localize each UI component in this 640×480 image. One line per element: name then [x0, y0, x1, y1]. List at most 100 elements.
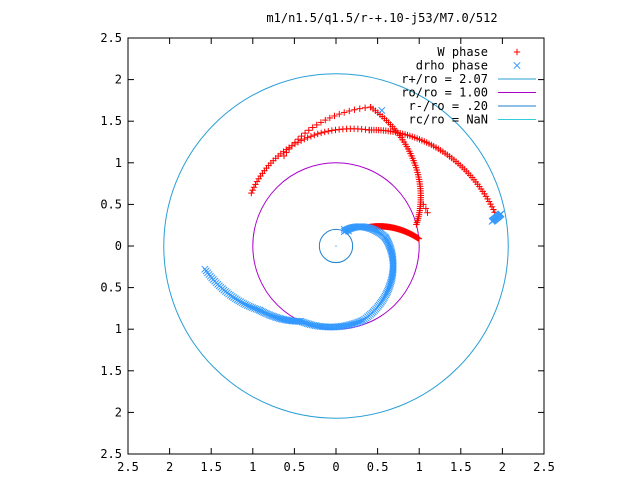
plus-marker	[322, 116, 329, 124]
series-w-phase	[248, 103, 498, 242]
y-tick-label: 2	[115, 73, 122, 87]
x-tick-label: 1	[249, 460, 256, 474]
plus-marker	[253, 178, 261, 185]
y-tick-label: 1.5	[100, 114, 122, 128]
x-marker	[201, 265, 209, 273]
x-marker	[386, 244, 394, 252]
plus-marker	[413, 221, 420, 228]
plus-marker	[301, 135, 308, 143]
plus-marker	[285, 145, 293, 153]
circle-r-	[318, 228, 354, 264]
x-tick-label: 2	[499, 460, 506, 474]
plus-marker	[490, 206, 497, 213]
x-marker	[340, 225, 348, 233]
circle-r+	[163, 73, 509, 419]
x-marker	[387, 245, 395, 253]
plus-marker	[317, 129, 325, 137]
plus-marker	[488, 203, 496, 211]
y-tick-label: 0.5	[100, 197, 122, 211]
plus-marker	[248, 189, 255, 197]
x-tick-label: 2	[166, 460, 173, 474]
plus-marker	[305, 127, 312, 134]
x-marker	[388, 249, 396, 258]
plus-marker	[301, 129, 309, 137]
x-tick-label: 1.5	[450, 460, 472, 474]
x-marker	[385, 241, 393, 250]
plus-marker	[288, 142, 296, 149]
plus-marker	[328, 127, 336, 134]
plus-marker	[313, 121, 320, 129]
x-tick-label: 2.5	[533, 460, 555, 474]
plus-marker	[280, 152, 288, 160]
plus-marker	[341, 109, 348, 116]
legend-label: ro/ro = 1.00	[401, 86, 488, 100]
plus-marker	[291, 139, 299, 146]
legend-label: drho phase	[416, 59, 488, 73]
chart-title: m1/n1.5/q1.5/r-+.10-j53/M7.0/512	[266, 11, 497, 25]
x-tick-label: 1.5	[200, 460, 222, 474]
plus-marker	[309, 124, 316, 131]
plot-marks	[163, 73, 509, 419]
plus-marker	[250, 184, 258, 191]
plus-marker	[249, 186, 256, 194]
origin-dot	[335, 245, 337, 247]
plus-marker	[356, 105, 363, 112]
x-marker	[283, 316, 291, 324]
plus-marker	[298, 132, 305, 140]
plus-marker	[311, 131, 318, 139]
plus-marker	[487, 200, 494, 208]
y-tick-label: 1.5	[100, 364, 122, 378]
x-marker	[247, 303, 255, 311]
x-marker	[387, 248, 396, 256]
x-marker	[387, 247, 395, 255]
y-tick-label: 2	[115, 405, 122, 419]
x-marker	[378, 106, 386, 114]
plus-marker	[351, 106, 358, 113]
y-tick-label: 0.5	[100, 281, 122, 295]
y-tick-label: 2.5	[100, 447, 122, 461]
x-tick-label: 0.5	[284, 460, 306, 474]
plus-marker	[415, 235, 423, 242]
y-tick-label: 1	[115, 156, 122, 170]
plus-marker	[361, 104, 369, 111]
x-tick-label: 2.5	[117, 460, 139, 474]
plus-marker	[317, 119, 325, 126]
legend-label: r+/ro = 2.07	[401, 72, 488, 86]
x-marker	[344, 227, 353, 235]
x-tick-label: 0.5	[367, 460, 389, 474]
legend-label: rc/ro = NaN	[409, 113, 488, 127]
x-tick-label: 1	[416, 460, 423, 474]
plus-marker	[294, 136, 302, 143]
axis-ticks: 2.5 2 1.5 1 0.5 0 0.5 1 1.5 2 2.52.521.510.500.511…	[100, 31, 555, 474]
legend-label: r-/ro = .20	[409, 99, 488, 113]
x-marker	[240, 300, 248, 308]
x-marker	[386, 243, 394, 251]
x-marker	[286, 316, 294, 325]
x-marker	[385, 240, 393, 248]
x-marker	[513, 61, 521, 70]
plus-marker	[304, 134, 311, 141]
x-marker	[243, 301, 251, 309]
plus-marker	[331, 112, 338, 120]
plus-marker	[424, 209, 431, 216]
y-tick-label: 0	[115, 239, 122, 253]
plus-marker	[513, 48, 521, 56]
plus-marker	[346, 107, 353, 115]
x-marker	[497, 210, 505, 218]
x-marker	[242, 300, 250, 309]
plus-marker	[252, 181, 259, 188]
y-tick-label: 2.5	[100, 31, 122, 45]
y-tick-label: 1	[115, 322, 122, 336]
x-marker	[238, 299, 246, 307]
plus-marker	[307, 133, 315, 140]
plus-marker	[422, 205, 430, 212]
x-marker	[245, 302, 253, 310]
plus-marker	[325, 128, 332, 135]
plus-marker	[314, 130, 321, 138]
series-drho-phase	[201, 106, 505, 331]
x-marker	[284, 316, 292, 324]
plus-marker	[336, 110, 343, 118]
legend-label: W phase	[437, 45, 488, 59]
